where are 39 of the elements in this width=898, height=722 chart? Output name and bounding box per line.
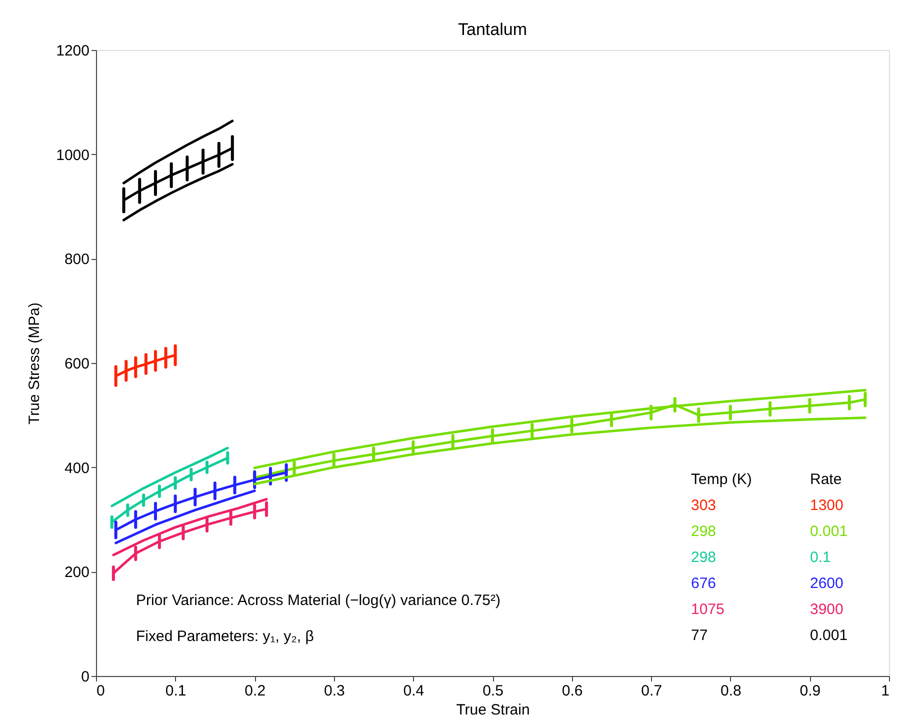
annotation: 0.001 bbox=[810, 523, 848, 540]
y-tick-label: 400 bbox=[64, 460, 90, 477]
annotation: 298 bbox=[691, 549, 716, 566]
annotation: 676 bbox=[691, 575, 716, 592]
annotation: Fixed Parameters: y₁, y₂, β bbox=[136, 628, 314, 645]
x-tick-label: 0.7 bbox=[641, 682, 662, 700]
x-tick-label: 0 bbox=[96, 682, 105, 700]
line-series bbox=[122, 120, 234, 184]
annotation: 298 bbox=[691, 523, 716, 540]
x-tick-label: 0.5 bbox=[482, 682, 504, 700]
y-tick-label: 0 bbox=[81, 668, 90, 686]
x-tick-label: 0.8 bbox=[720, 682, 742, 700]
y-tick-label: 1000 bbox=[56, 146, 90, 164]
annotation: 303 bbox=[691, 497, 716, 514]
y-tick-label: 1200 bbox=[56, 42, 90, 60]
x-tick-label: 0.2 bbox=[244, 682, 266, 700]
x-tick-label: 0.4 bbox=[403, 682, 424, 700]
annotation: 1075 bbox=[691, 601, 724, 618]
x-tick-label: 1 bbox=[881, 682, 890, 700]
annotation: 0.001 bbox=[810, 627, 848, 644]
x-axis-title: True Strain bbox=[456, 702, 530, 718]
annotation: Rate bbox=[810, 471, 842, 488]
annotation: 3900 bbox=[810, 601, 844, 618]
y-axis-title: True Stress (MPa) bbox=[26, 302, 44, 424]
annotation: 2600 bbox=[810, 575, 844, 592]
x-tick-label: 0.9 bbox=[800, 682, 821, 700]
annotation: 77 bbox=[691, 627, 708, 644]
y-tick-label: 600 bbox=[64, 356, 90, 372]
line-series bbox=[110, 446, 229, 508]
y-tick-label: 200 bbox=[64, 564, 90, 582]
annotation: 1300 bbox=[810, 497, 844, 514]
annotation: Temp (K) bbox=[691, 471, 752, 488]
x-tick-label: 0.1 bbox=[165, 682, 186, 700]
y-tick-label: 800 bbox=[64, 251, 90, 268]
chart-title: Tantalum bbox=[458, 20, 527, 39]
x-tick-label: 0.3 bbox=[324, 682, 345, 700]
annotation: Prior Variance: Across Material (−log(γ) variance 0.75²) bbox=[136, 592, 500, 609]
annotation: 0.1 bbox=[810, 549, 831, 566]
x-tick-label: 0.6 bbox=[562, 682, 583, 700]
